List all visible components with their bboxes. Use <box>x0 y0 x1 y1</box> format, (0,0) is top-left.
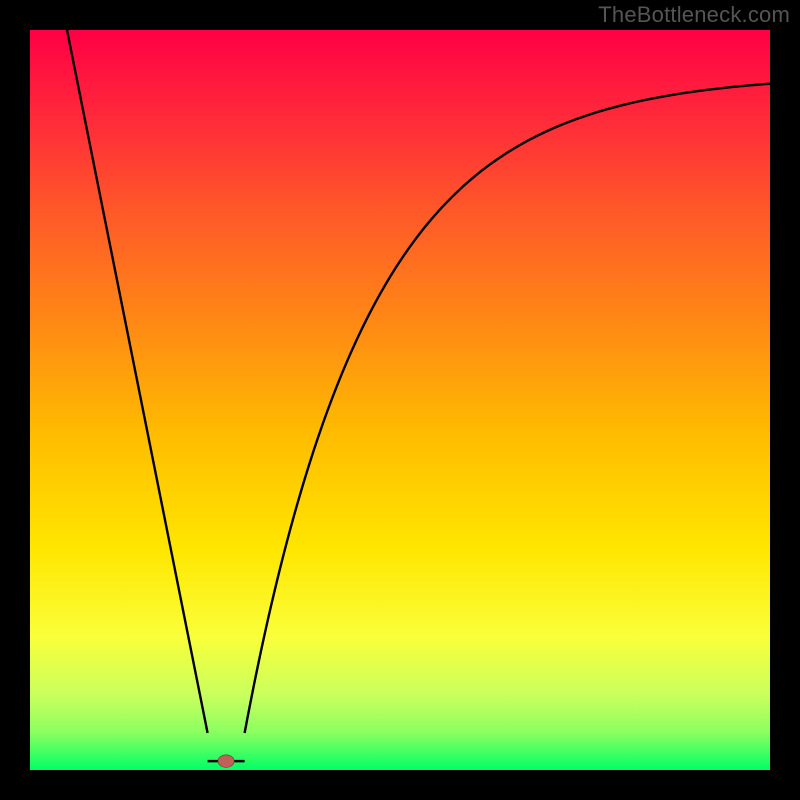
watermark-text: TheBottleneck.com <box>598 2 790 28</box>
chart-frame: TheBottleneck.com <box>0 0 800 800</box>
optimum-marker <box>218 755 234 768</box>
bottleneck-chart <box>30 30 770 770</box>
plot-area <box>30 30 770 770</box>
